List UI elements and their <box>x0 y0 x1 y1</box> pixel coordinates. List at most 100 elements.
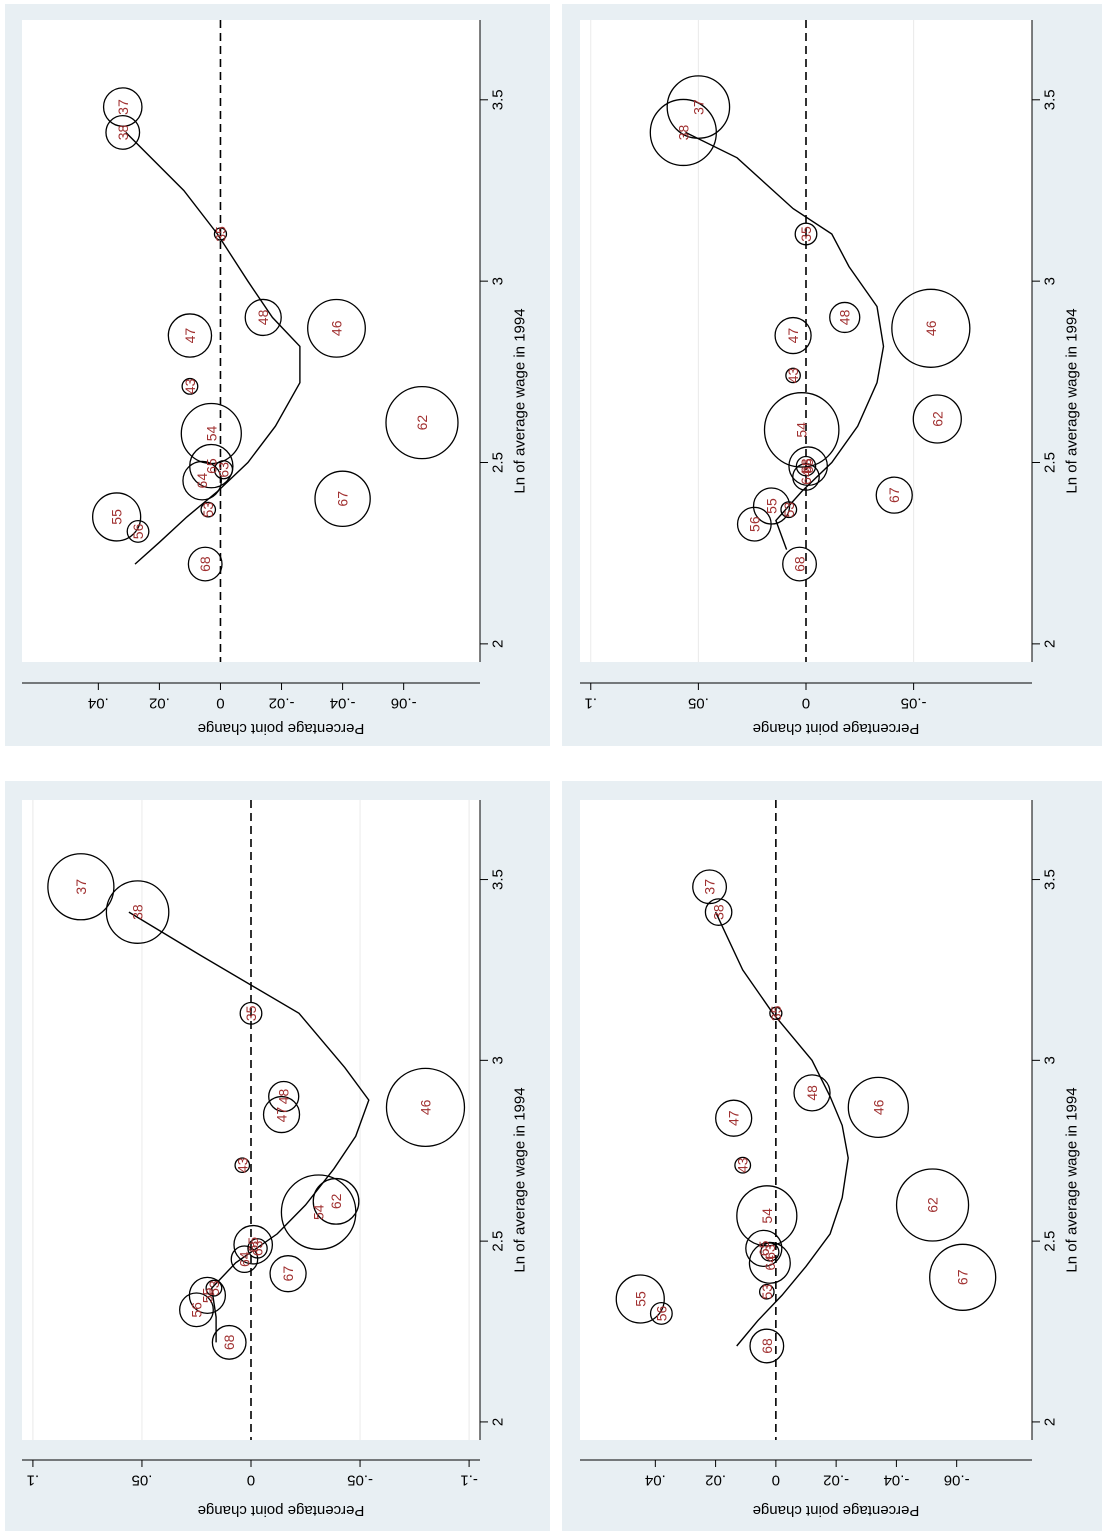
bubble-label: 38 <box>675 124 691 140</box>
bubble-67 <box>269 1255 307 1293</box>
bubble-38 <box>704 898 733 926</box>
y-tick-label: -.02 <box>269 695 295 712</box>
bubble-label: 53 <box>759 1284 775 1300</box>
bubble-label: 37 <box>73 879 89 895</box>
bubble-label: 37 <box>702 879 718 895</box>
bubble-label: 35 <box>798 226 814 242</box>
bubble-64 <box>792 463 820 491</box>
bubble-53 <box>758 1283 775 1300</box>
x-tick-label: 2.5 <box>1041 1231 1058 1252</box>
bubble-37 <box>692 869 728 905</box>
bubble-68 <box>211 1324 247 1360</box>
y-tick-label: .05 <box>688 695 709 712</box>
bubble-46 <box>307 298 366 358</box>
y-tick-label: .1 <box>585 695 598 712</box>
bubble-62 <box>312 1177 360 1225</box>
bubble-label: 56 <box>130 523 146 539</box>
bubble-55 <box>92 492 142 542</box>
x-tick-label: 3 <box>489 277 506 285</box>
bubble-label: 64 <box>194 473 210 489</box>
bubble-label: 38 <box>711 904 727 920</box>
bubble-53 <box>200 501 217 518</box>
x-tick-label: 3.5 <box>489 869 506 890</box>
chart-panel-bottom-right: 2 2.5 3 3.5 Ln of average wage in 1994 .04 .02… <box>562 781 1102 1531</box>
bubble-63 <box>247 1238 268 1259</box>
bubble-63 <box>795 455 817 477</box>
bubble-label: 67 <box>335 491 351 507</box>
bubble-label: 43 <box>785 367 801 383</box>
x-tick-label: 2 <box>1041 1418 1058 1426</box>
x-tick-label: 3.5 <box>1041 89 1058 110</box>
chart-panel-top-left: 2 2.5 3 3.5 Ln of average wage in 1994 .1 .05 0… <box>5 781 550 1531</box>
y-tick-label: -.1 <box>460 1472 478 1489</box>
bubble-label: 55 <box>109 509 125 525</box>
bubble-48 <box>244 298 282 337</box>
bubble-label: 64 <box>236 1251 252 1267</box>
y-tick-label: -.06 <box>391 695 417 712</box>
bubble-label: 35 <box>243 1005 259 1021</box>
y-tick-label: -.05 <box>901 695 927 712</box>
y-axis-title: Percentage point change <box>198 720 365 737</box>
bubble-label: 65 <box>756 1240 772 1256</box>
bubble-label: 67 <box>955 1269 971 1285</box>
bubble-label: 48 <box>804 1085 820 1101</box>
bubble-56 <box>736 506 772 542</box>
x-axis-title: Ln of average wage in 1994 <box>511 1087 528 1272</box>
chart-panel-bottom-left: 2 2.5 3 3.5 Ln of average wage in 1994 .04 .02… <box>5 4 550 746</box>
bubble-label: 68 <box>197 556 213 572</box>
x-tick-label: 2 <box>1041 640 1058 648</box>
bubble-label: 53 <box>200 502 216 518</box>
y-tick-label: 0 <box>802 695 810 712</box>
bubble-54 <box>763 392 840 468</box>
bubble-label: 48 <box>255 309 271 325</box>
y-tick-label: -.02 <box>823 1472 849 1489</box>
x-tick-label: 3 <box>1041 1056 1058 1064</box>
bubble-55 <box>615 1274 665 1324</box>
x-tick-label: 2.5 <box>1041 452 1058 473</box>
bubble-43 <box>234 1157 251 1174</box>
y-axis-title: Percentage point change <box>753 720 920 737</box>
y-tick-label: .02 <box>705 1472 726 1489</box>
bubble-label: 46 <box>870 1099 886 1115</box>
bubble-68 <box>749 1328 785 1364</box>
plot-area <box>22 20 480 662</box>
bubble-label: 56 <box>188 1302 204 1318</box>
bubble-54 <box>736 1185 798 1247</box>
bubble-label: 62 <box>414 415 430 431</box>
bubble-label: 56 <box>746 516 762 532</box>
bubble-label: 56 <box>653 1305 669 1321</box>
x-tick-label: 3.5 <box>1041 869 1058 890</box>
y-tick-label: .04 <box>645 1472 666 1489</box>
bubble-48 <box>268 1080 300 1113</box>
bubble-label: 46 <box>328 320 344 336</box>
bubble-38 <box>105 114 141 150</box>
bubble-56 <box>179 1292 214 1328</box>
bubble-67 <box>875 476 913 514</box>
bubble-label: 67 <box>886 487 902 503</box>
fit-line <box>714 911 849 1347</box>
bubble-label: 47 <box>726 1110 742 1126</box>
bubble-label: 62 <box>328 1193 344 1209</box>
bubble-68 <box>187 546 223 582</box>
bubble-43 <box>734 1156 752 1174</box>
bubble-label: 48 <box>837 309 853 325</box>
y-tick-label: 0 <box>216 695 224 712</box>
bubble-label: 35 <box>768 1005 784 1021</box>
bubble-label: 65 <box>203 458 219 474</box>
x-tick-label: 2.5 <box>489 452 506 473</box>
bubble-label: 48 <box>276 1089 292 1105</box>
bubble-label: 67 <box>280 1266 296 1282</box>
x-axis-title: Ln of average wage in 1994 <box>511 308 528 493</box>
x-tick-label: 2 <box>489 640 506 648</box>
bubble-label: 54 <box>759 1208 775 1224</box>
bubble-53 <box>205 1279 223 1297</box>
bubble-47 <box>715 1099 753 1137</box>
bubble-53 <box>780 501 798 519</box>
fit-line <box>685 131 885 550</box>
bubble-label: 63 <box>216 462 232 478</box>
bubble-37 <box>102 87 143 127</box>
bubble-43 <box>785 367 801 384</box>
bubble-68 <box>782 546 817 582</box>
y-axis-title: Percentage point change <box>753 1502 920 1519</box>
